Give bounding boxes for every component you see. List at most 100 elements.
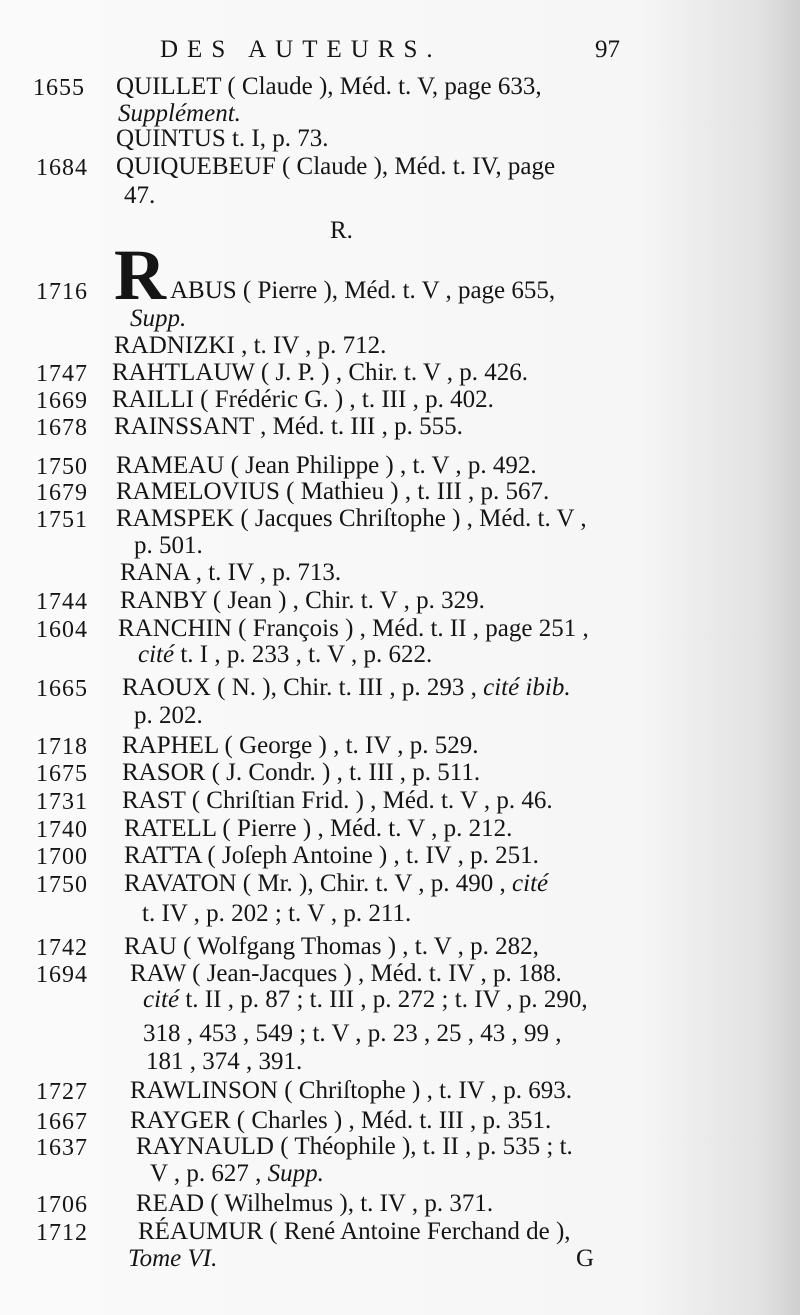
entry-text: RAYNAULD ( Théophile ), t. II , p. 535 ;… bbox=[136, 1134, 573, 1160]
entry-text: p. 202. bbox=[134, 703, 203, 729]
entry-segment: RAOUX ( N. ), Chir. t. III , p. 293 , bbox=[122, 674, 484, 701]
entry-text: RAW ( Jean-Jacques ) , Méd. t. IV , p. 1… bbox=[130, 961, 562, 987]
entry-text: RAINSSANT , Méd. t. III , p. 555. bbox=[114, 414, 463, 440]
italic-note: cité bbox=[143, 986, 180, 1013]
entry-text: RATTA ( Joſeph Antoine ) , t. IV , p. 25… bbox=[124, 843, 539, 869]
entry-segment: RATELL ( Pierre ) , Méd. t. V , p. 212. bbox=[124, 815, 513, 842]
entry-segment: RAYGER ( Charles ) , Méd. t. III , p. 35… bbox=[130, 1107, 552, 1134]
entry-segment: RÉAUMUR ( René Antoine Ferchand de ), bbox=[138, 1218, 571, 1245]
entry-text: p. 501. bbox=[134, 533, 203, 559]
entry-year: 1750 bbox=[36, 454, 88, 480]
entry-segment: QUILLET ( Claude ), Méd. t. V, page 633, bbox=[116, 73, 542, 100]
entry-segment: QUINTUS t. I, p. 73. bbox=[116, 125, 329, 152]
entry-year: 1667 bbox=[36, 1109, 88, 1135]
entry-segment: t. IV , p. 202 ; t. V , p. 211. bbox=[142, 900, 412, 927]
entry-text: RANCHIN ( François ) , Méd. t. II , page… bbox=[118, 616, 589, 642]
entry-text: V , p. 627 , Supp. bbox=[150, 1161, 324, 1187]
entry-year: 1742 bbox=[36, 935, 88, 961]
signature-mark: G bbox=[576, 1245, 595, 1272]
entry-segment: V , p. 627 , bbox=[150, 1160, 268, 1187]
entry-segment: RAST ( Chriſtian Frid. ) , Méd. t. V , p… bbox=[122, 787, 553, 814]
entry-text: RADNIZKI , t. IV , p. 712. bbox=[114, 333, 386, 359]
entry-text: cité t. I , p. 233 , t. V , p. 622. bbox=[138, 642, 432, 668]
entry-year: 1665 bbox=[36, 676, 88, 702]
entry-text: t. IV , p. 202 ; t. V , p. 211. bbox=[142, 901, 411, 927]
entry-year: 1675 bbox=[36, 761, 88, 787]
entry-segment: ABUS ( Pierre ), Méd. t. V , page 655, bbox=[170, 277, 556, 304]
entry-segment: RAMELOVIUS ( Mathieu ) , t. III , p. 567… bbox=[116, 478, 550, 505]
entry-segment: RANCHIN ( François ) , Méd. t. II , page… bbox=[118, 615, 589, 642]
entry-text: RAMSPEK ( Jacques Chriſtophe ) , Méd. t.… bbox=[116, 506, 587, 532]
page-number: 97 bbox=[595, 36, 620, 63]
entry-segment: QUIQUEBEUF ( Claude ), Méd. t. IV, page bbox=[116, 153, 556, 180]
entry-segment: RAINSSANT , Méd. t. III , p. 555. bbox=[114, 413, 463, 440]
entry-year: 1716 bbox=[36, 279, 88, 305]
entry-segment: RAHTLAUW ( J. P. ) , Chir. t. V , p. 426… bbox=[112, 359, 529, 386]
entry-segment: READ ( Wilhelmus ), t. IV , p. 371. bbox=[136, 1190, 494, 1217]
entry-text: RAOUX ( N. ), Chir. t. III , p. 293 , ci… bbox=[122, 675, 571, 701]
entry-text: RAMEAU ( Jean Philippe ) , t. V , p. 492… bbox=[116, 453, 537, 479]
entry-year: 1712 bbox=[36, 1220, 88, 1246]
italic-note: cité bbox=[512, 870, 549, 897]
entry-text: RANA , t. IV , p. 713. bbox=[120, 560, 341, 586]
entry-text: RAHTLAUW ( J. P. ) , Chir. t. V , p. 426… bbox=[112, 360, 528, 386]
entry-text: 318 , 453 , 549 ; t. V , p. 23 , 25 , 43… bbox=[143, 1021, 562, 1047]
entry-year: 1700 bbox=[36, 844, 88, 870]
entry-text: RAWLINSON ( Chriſtophe ) , t. IV , p. 69… bbox=[130, 1078, 572, 1104]
italic-note: cité bbox=[138, 641, 175, 668]
volume-label: Tome VI. bbox=[128, 1245, 218, 1272]
entry-text: RANBY ( Jean ) , Chir. t. V , p. 329. bbox=[120, 588, 485, 614]
entry-year: 1604 bbox=[36, 617, 88, 643]
entry-text: RAPHEL ( George ) , t. IV , p. 529. bbox=[122, 733, 478, 759]
entry-segment: RATTA ( Joſeph Antoine ) , t. IV , p. 25… bbox=[124, 842, 539, 869]
entry-text: Supplément. bbox=[118, 101, 241, 127]
italic-note: cité ibib. bbox=[483, 674, 571, 701]
entry-text: cité t. II , p. 87 ; t. III , p. 272 ; t… bbox=[143, 987, 588, 1013]
header-title: DES AUTEURS. bbox=[160, 36, 442, 63]
entry-text: RATELL ( Pierre ) , Méd. t. V , p. 212. bbox=[124, 816, 512, 842]
entry-segment: RASOR ( J. Condr. ) , t. III , p. 511. bbox=[122, 759, 481, 786]
entry-segment: RAVATON ( Mr. ), Chir. t. V , p. 490 , bbox=[124, 870, 513, 897]
entry-text: RAVATON ( Mr. ), Chir. t. V , p. 490 , c… bbox=[124, 871, 548, 897]
entry-segment: RAW ( Jean-Jacques ) , Méd. t. IV , p. 1… bbox=[130, 960, 562, 987]
entry-segment: RANBY ( Jean ) , Chir. t. V , p. 329. bbox=[120, 587, 485, 614]
entry-segment: RAU ( Wolfgang Thomas ) , t. V , p. 282, bbox=[124, 933, 539, 960]
section-letter: R. bbox=[330, 217, 353, 244]
entry-text: RÉAUMUR ( René Antoine Ferchand de ), bbox=[138, 1219, 571, 1245]
entry-year: 1669 bbox=[36, 388, 88, 414]
entry-text: QUINTUS t. I, p. 73. bbox=[116, 126, 329, 152]
entry-text: RAYGER ( Charles ) , Méd. t. III , p. 35… bbox=[130, 1108, 551, 1134]
entry-segment: t. I , p. 233 , t. V , p. 622. bbox=[174, 641, 433, 668]
entry-text: RAST ( Chriſtian Frid. ) , Méd. t. V , p… bbox=[122, 788, 553, 814]
entry-year: 1750 bbox=[36, 872, 88, 898]
entry-year: 1694 bbox=[36, 962, 88, 988]
entry-year: 1706 bbox=[36, 1192, 88, 1218]
entry-year: 1740 bbox=[36, 817, 88, 843]
entry-year: 1678 bbox=[36, 415, 88, 441]
entry-text: 181 , 374 , 391. bbox=[146, 1049, 302, 1075]
entry-segment: 318 , 453 , 549 ; t. V , p. 23 , 25 , 43… bbox=[143, 1020, 562, 1047]
entry-text: QUIQUEBEUF ( Claude ), Méd. t. IV, page bbox=[116, 154, 555, 180]
entry-segment: RAILLI ( Frédéric G. ) , t. III , p. 402… bbox=[112, 386, 494, 413]
entry-year: 1727 bbox=[36, 1079, 88, 1105]
entry-segment: RAWLINSON ( Chriſtophe ) , t. IV , p. 69… bbox=[130, 1077, 572, 1104]
entry-year: 1718 bbox=[36, 734, 88, 760]
entry-text: READ ( Wilhelmus ), t. IV , p. 371. bbox=[136, 1191, 493, 1217]
entry-segment: t. II , p. 87 ; t. III , p. 272 ; t. IV … bbox=[179, 986, 588, 1013]
entry-text: 47. bbox=[124, 183, 155, 209]
entry-segment: p. 501. bbox=[134, 532, 203, 559]
entry-text: QUILLET ( Claude ), Méd. t. V, page 633, bbox=[116, 74, 542, 100]
entry-year: 1637 bbox=[36, 1135, 88, 1161]
italic-note: Supp. bbox=[130, 305, 187, 332]
entry-text: RAU ( Wolfgang Thomas ) , t. V , p. 282, bbox=[124, 934, 539, 960]
entry-year: 1684 bbox=[36, 155, 88, 181]
entry-year: 1679 bbox=[36, 480, 88, 506]
entry-text: ABUS ( Pierre ), Méd. t. V , page 655, bbox=[170, 278, 555, 304]
entry-text: RAILLI ( Frédéric G. ) , t. III , p. 402… bbox=[112, 387, 494, 413]
entry-segment: RAPHEL ( George ) , t. IV , p. 529. bbox=[122, 732, 479, 759]
entry-text: RASOR ( J. Condr. ) , t. III , p. 511. bbox=[122, 760, 480, 786]
entry-year: 1744 bbox=[36, 589, 88, 615]
entry-segment: 181 , 374 , 391. bbox=[146, 1048, 303, 1075]
italic-note: Supplément. bbox=[118, 100, 241, 127]
entry-year: 1731 bbox=[36, 789, 88, 815]
